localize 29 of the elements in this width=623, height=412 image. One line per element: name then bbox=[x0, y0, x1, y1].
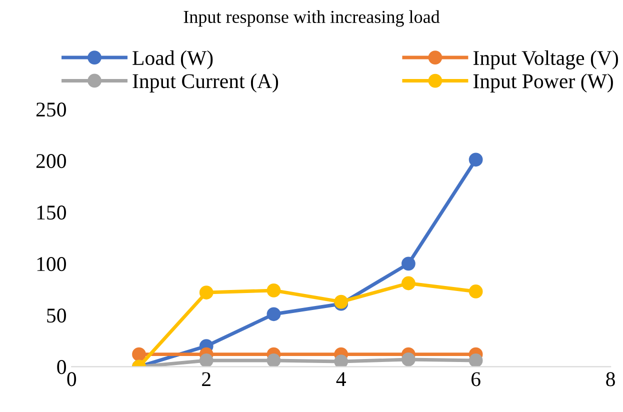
x-tick-label: 6 bbox=[472, 372, 480, 386]
x-tick-label: 8 bbox=[606, 372, 615, 386]
y-tick-label: 150 bbox=[37, 206, 66, 220]
point bbox=[402, 256, 416, 271]
legend-label: Input Power (W) bbox=[473, 74, 613, 93]
point bbox=[199, 354, 214, 367]
legend-label: Load (W) bbox=[132, 50, 213, 70]
x-tick-label: 2 bbox=[202, 372, 210, 386]
point bbox=[266, 354, 281, 367]
point bbox=[266, 284, 281, 298]
legend-label: Input Voltage (V) bbox=[473, 50, 618, 70]
point bbox=[468, 284, 483, 298]
y-tick-label: 100 bbox=[37, 257, 66, 272]
point bbox=[468, 152, 483, 167]
point bbox=[402, 352, 416, 366]
point bbox=[402, 276, 416, 290]
y-tick-label: 250 bbox=[36, 102, 66, 117]
y-tick-label: 0 bbox=[57, 360, 66, 374]
point bbox=[266, 307, 281, 322]
y-tick-label: 200 bbox=[36, 154, 66, 168]
legend-label: Input Current (A) bbox=[132, 74, 278, 92]
point bbox=[334, 354, 348, 367]
chart-title: Input response with increasing load bbox=[184, 10, 440, 27]
x-tick-label: 4 bbox=[336, 372, 346, 386]
point bbox=[468, 354, 483, 367]
x-tick-label: 0 bbox=[67, 372, 76, 386]
y-tick-label: 50 bbox=[47, 308, 66, 323]
point bbox=[199, 286, 214, 300]
point bbox=[132, 347, 146, 362]
